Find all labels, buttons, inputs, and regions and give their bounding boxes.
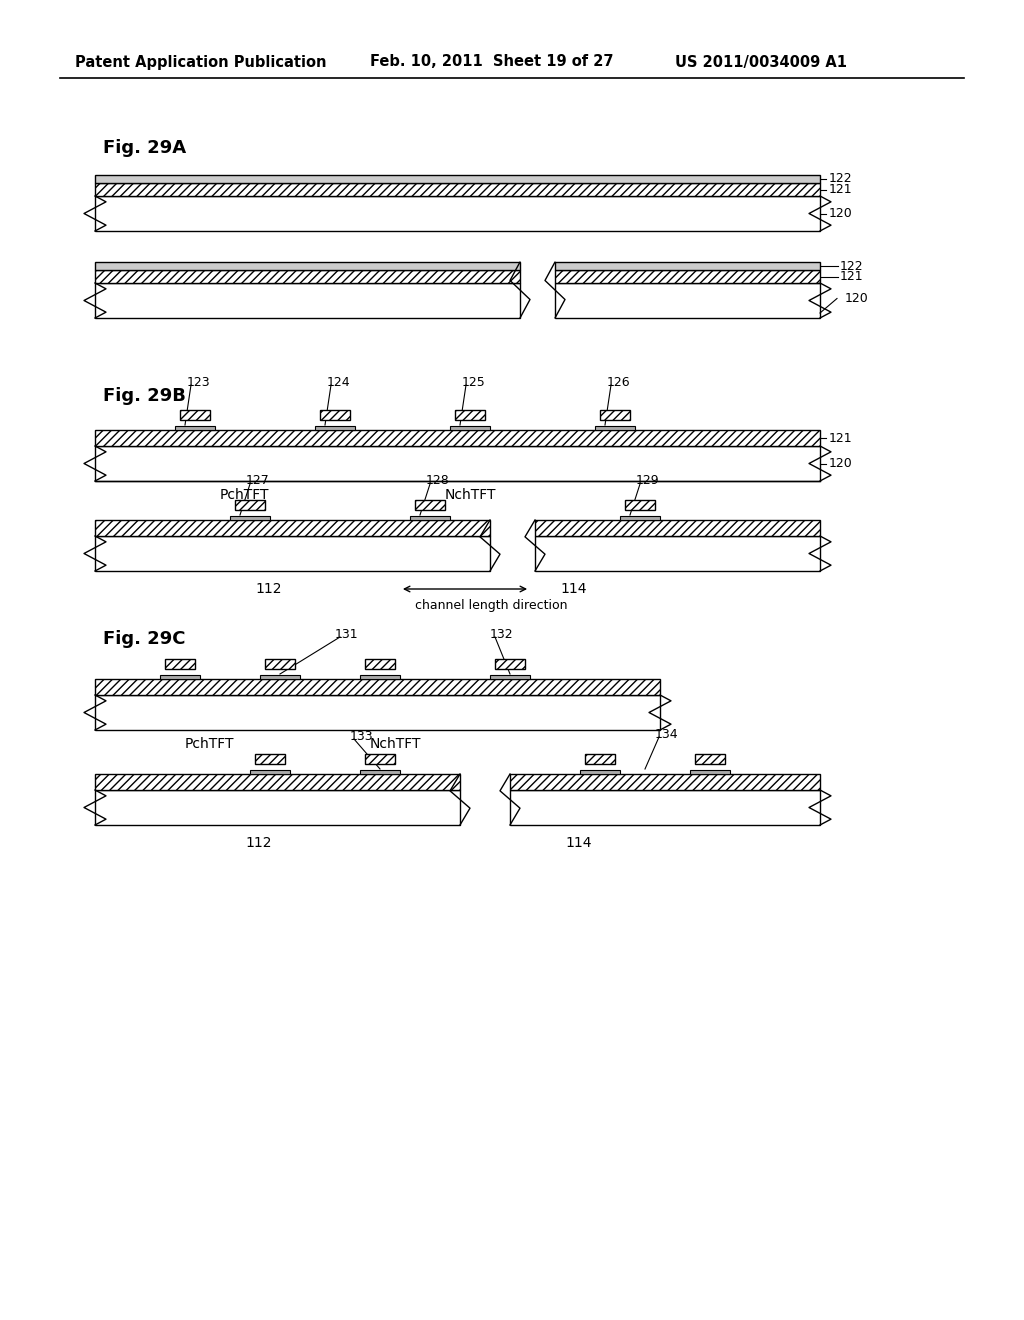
Text: Fig. 29A: Fig. 29A [103,139,186,157]
Bar [265,659,295,669]
Text: 134: 134 [655,727,679,741]
Text: 133: 133 [350,730,374,742]
Text: 112: 112 [255,582,282,597]
Text: 131: 131 [335,627,358,640]
Bar [555,282,820,318]
Bar [490,675,530,678]
Bar [410,516,450,520]
Text: US 2011/0034009 A1: US 2011/0034009 A1 [675,54,847,70]
Bar [95,536,490,572]
Text: 121: 121 [829,432,853,445]
Bar [165,659,195,669]
Bar [365,659,395,669]
Bar [510,774,820,789]
Text: Patent Application Publication: Patent Application Publication [75,54,327,70]
Text: 121: 121 [840,271,863,282]
Bar [535,536,820,572]
Text: Fig. 29B: Fig. 29B [103,387,186,405]
Bar [250,770,290,774]
Text: 124: 124 [327,375,350,388]
Text: 120: 120 [829,207,853,220]
Bar [95,261,520,271]
Text: 114: 114 [565,836,592,850]
Bar [95,446,820,480]
Bar [495,659,525,669]
Text: 123: 123 [187,375,211,388]
Bar [585,754,615,764]
Text: Feb. 10, 2011  Sheet 19 of 27: Feb. 10, 2011 Sheet 19 of 27 [370,54,613,70]
Text: 125: 125 [462,375,485,388]
Bar [360,675,400,678]
Bar [95,183,820,195]
Bar [255,754,285,764]
Text: 132: 132 [490,627,514,640]
Text: 127: 127 [246,474,269,487]
Text: 112: 112 [245,836,271,850]
Text: channel length direction: channel length direction [415,598,567,611]
Bar [580,770,620,774]
Bar [315,426,355,430]
Text: PchTFT: PchTFT [220,488,269,502]
Text: 114: 114 [560,582,587,597]
Bar [450,426,490,430]
Text: 121: 121 [829,183,853,195]
Bar [180,411,210,420]
Bar [260,675,300,678]
Text: 122: 122 [840,260,863,272]
Bar [234,500,265,510]
Bar [95,430,820,446]
Bar [510,789,820,825]
Bar [455,411,485,420]
Bar [555,271,820,282]
Bar [620,516,660,520]
Bar [95,789,460,825]
Bar [695,754,725,764]
Text: 120: 120 [845,292,868,305]
Bar [319,411,350,420]
Bar [600,411,630,420]
Text: 120: 120 [829,457,853,470]
Bar [415,500,445,510]
Bar [95,195,820,231]
Bar [95,271,520,282]
Bar [555,261,820,271]
Bar [360,770,400,774]
Text: 129: 129 [636,474,659,487]
Bar [595,426,635,430]
Text: 126: 126 [607,375,631,388]
Bar [95,678,660,696]
Bar [95,520,490,536]
Text: PchTFT: PchTFT [185,737,234,751]
Text: NchTFT: NchTFT [370,737,422,751]
Bar [365,754,395,764]
Bar [160,675,200,678]
Text: 128: 128 [426,474,450,487]
Bar [95,282,520,318]
Bar [95,774,460,789]
Bar [95,176,820,183]
Bar [95,696,660,730]
Bar [625,500,655,510]
Text: NchTFT: NchTFT [445,488,497,502]
Text: Fig. 29C: Fig. 29C [103,630,185,648]
Bar [230,516,270,520]
Text: 122: 122 [829,173,853,186]
Bar [175,426,215,430]
Bar [535,520,820,536]
Bar [690,770,730,774]
